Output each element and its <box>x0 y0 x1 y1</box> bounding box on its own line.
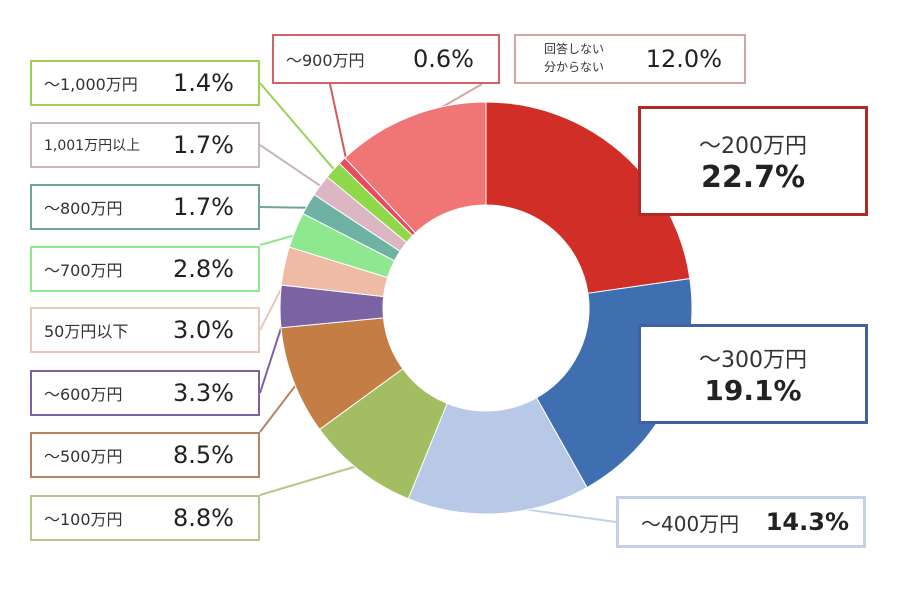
callout-800: ～800万円 1.7% <box>30 184 260 230</box>
leader-line-11 <box>329 83 349 167</box>
callout-600: ～600万円 3.3% <box>30 370 260 416</box>
callout-200: ～200万円 22.7% <box>638 106 868 216</box>
slice-label: ～300万円 <box>699 347 807 373</box>
slice-label: 50万円以下 <box>44 322 129 341</box>
callout-500: ～500万円 8.5% <box>30 432 260 478</box>
slice-label: ～900万円 <box>286 51 365 70</box>
leader-line-10 <box>259 82 340 176</box>
slice-value: 8.5% <box>173 441 234 469</box>
donut-slices <box>279 101 693 515</box>
callout-400: ～400万円 14.3% <box>616 496 866 548</box>
slice-label: ～500万円 <box>44 447 123 466</box>
slice-value: 8.8% <box>173 504 234 532</box>
slice-label: ～800万円 <box>44 199 123 218</box>
slice-value: 1.7% <box>173 193 234 221</box>
slice-value: 1.4% <box>173 69 234 97</box>
callout-50: 50万円以下 3.0% <box>30 307 260 353</box>
leader-line-4 <box>259 377 302 433</box>
slice-value: 14.3% <box>765 508 849 536</box>
slice-2 <box>407 397 588 515</box>
slice-0 <box>485 101 691 294</box>
slice-label: 回答しない 分からない <box>544 40 604 76</box>
callout-300: ～300万円 19.1% <box>638 324 868 424</box>
slice-value: 22.7% <box>700 159 806 195</box>
slice-label-line2: 分からない <box>544 60 605 74</box>
callout-1001: 1,001万円以上 1.7% <box>30 122 260 168</box>
slice-value: 2.8% <box>173 255 234 283</box>
callout-700: ～700万円 2.8% <box>30 246 260 292</box>
slice-value: 1.7% <box>173 131 234 159</box>
callout-1000: ～1,000万円 1.4% <box>30 60 260 106</box>
callout-100: ～100万円 8.8% <box>30 495 260 541</box>
slice-value: 3.3% <box>173 379 234 407</box>
slice-label: ～700万円 <box>44 261 123 280</box>
callout-noanswer: 回答しない 分からない 12.0% <box>514 34 746 84</box>
leader-line-9 <box>259 144 328 192</box>
slice-label: ～400万円 <box>641 511 740 536</box>
slice-label: ～100万円 <box>44 510 123 529</box>
slice-label: ～600万円 <box>44 385 123 404</box>
leader-line-3 <box>259 463 365 496</box>
slice-label: ～1,000万円 <box>44 75 138 94</box>
slice-value: 19.1% <box>704 373 802 407</box>
callout-900: ～900万円 0.6% <box>272 34 500 84</box>
slice-label: ～200万円 <box>699 133 807 159</box>
slice-value: 12.0% <box>645 45 722 73</box>
slice-value: 0.6% <box>413 45 474 73</box>
slice-value: 3.0% <box>173 316 234 344</box>
slice-12 <box>344 101 487 234</box>
slice-label-line1: 回答しない <box>544 42 605 56</box>
slice-label: 1,001万円以上 <box>44 138 141 154</box>
